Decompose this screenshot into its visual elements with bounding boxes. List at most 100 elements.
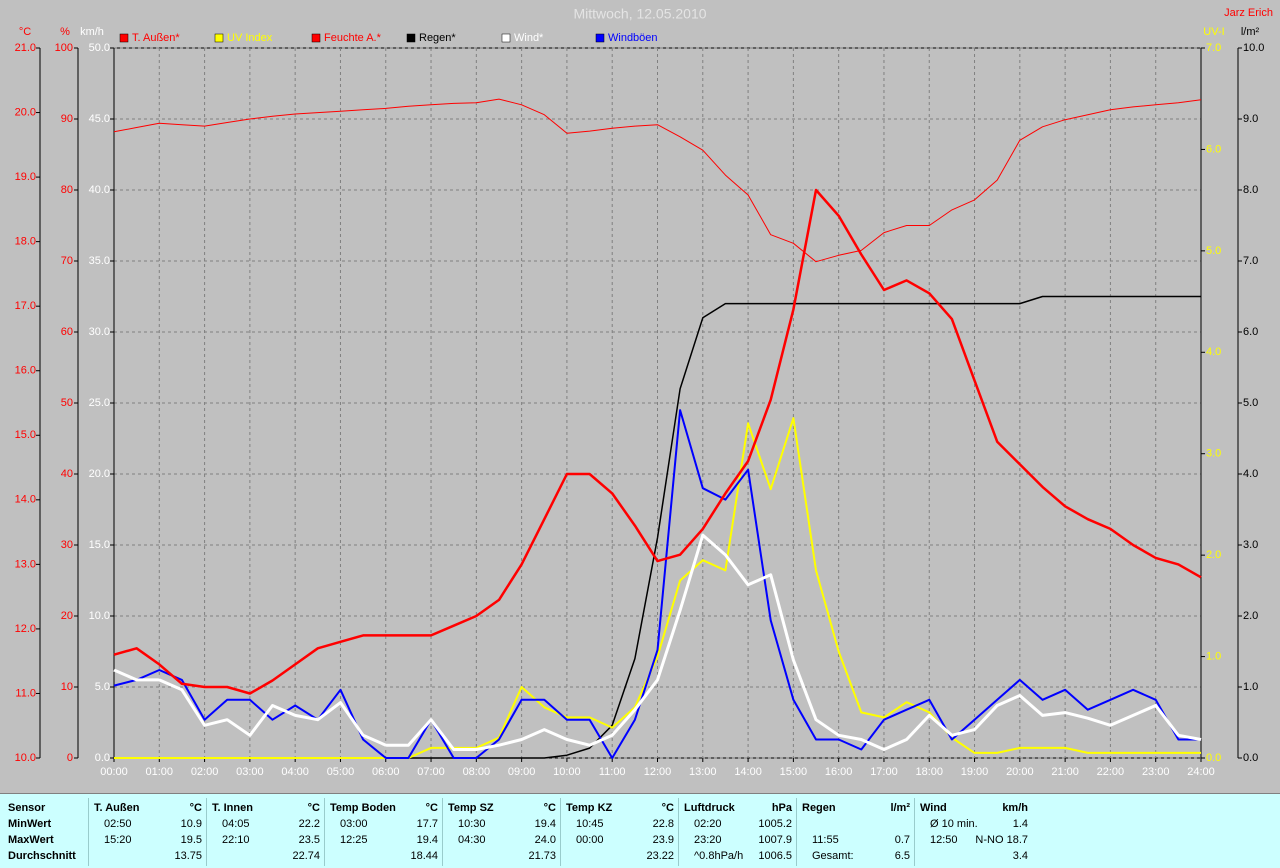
- cell-value: 19.4: [534, 818, 556, 830]
- y-tick-label: 15.0: [89, 539, 110, 551]
- cell-value: 23.9: [652, 834, 674, 846]
- cell-value: 19.5: [180, 834, 202, 846]
- cell-time: 04:05: [222, 818, 250, 830]
- y-tick-label: 35.0: [89, 255, 110, 267]
- column-separator: [560, 798, 561, 866]
- y-tick-label: 3.0: [1243, 539, 1258, 551]
- column-separator: [442, 798, 443, 866]
- series-line: [113, 409, 1201, 759]
- x-tick-label: 18:00: [915, 766, 943, 778]
- y-tick-label: 9.0: [1243, 113, 1258, 125]
- x-tick-label: 01:00: [146, 766, 174, 778]
- y-tick-label: 10.0: [89, 610, 110, 622]
- cell-value: 19.4: [416, 834, 438, 846]
- legend-label: T. Außen*: [132, 32, 180, 44]
- group-unit: °C: [543, 802, 556, 814]
- cell-time: 12:50: [930, 834, 958, 846]
- cell-value: 13.75: [174, 850, 202, 862]
- group-unit: km/h: [1002, 802, 1028, 814]
- y-tick-label: 4.0: [1206, 346, 1221, 358]
- cell-value: 22.2: [298, 818, 320, 830]
- cell-time: 11:55: [812, 834, 839, 846]
- row-label: MaxWert: [8, 834, 54, 846]
- group-name: T. Innen: [212, 802, 253, 814]
- cell-value: 1007.9: [758, 834, 792, 846]
- x-tick-label: 14:00: [734, 766, 762, 778]
- cell-value: 22.74: [292, 850, 320, 862]
- y-tick-label: 15.0: [15, 429, 36, 441]
- column-separator: [88, 798, 89, 866]
- cell-value: 18.44: [410, 850, 438, 862]
- y-tick-label: 10.0: [1243, 42, 1264, 54]
- x-tick-label: 11:00: [599, 766, 626, 778]
- y-tick-label: 4.0: [1243, 468, 1258, 480]
- x-tick-label: 17:00: [870, 766, 898, 778]
- cell-value: 1006.5: [758, 850, 792, 862]
- y-tick-label: 0: [67, 752, 73, 764]
- legend-label: Feuchte A.*: [324, 32, 382, 44]
- y-tick-label: 17.0: [15, 300, 36, 312]
- legend-label: Windböen: [608, 32, 658, 44]
- axis-label: UV-I: [1203, 26, 1224, 38]
- group-name: Luftdruck: [684, 802, 735, 814]
- y-tick-label: 40.0: [89, 184, 110, 196]
- y-tick-label: 20.0: [89, 468, 110, 480]
- y-tick-label: 3.0: [1206, 448, 1221, 460]
- y-tick-label: 16.0: [15, 365, 36, 377]
- group-unit: l/m²: [890, 802, 910, 814]
- group-name: T. Außen: [94, 802, 140, 814]
- x-tick-label: 05:00: [327, 766, 355, 778]
- cell-time: 15:20: [104, 834, 132, 846]
- legend-swatch: [501, 33, 511, 43]
- group-name: Temp Boden: [330, 802, 396, 814]
- y-tick-label: 10.0: [15, 752, 36, 764]
- group-name: Regen: [802, 802, 836, 814]
- legend-label: UV Index: [227, 32, 273, 44]
- y-tick-label: 13.0: [15, 558, 36, 570]
- y-tick-label: 19.0: [15, 171, 36, 183]
- group-unit: °C: [661, 802, 674, 814]
- y-tick-label: 45.0: [89, 113, 110, 125]
- column-separator: [324, 798, 325, 866]
- axis-label: l/m²: [1241, 26, 1260, 38]
- y-tick-label: 0.0: [1206, 752, 1221, 764]
- y-tick-label: 30: [61, 539, 73, 551]
- cell-value: N-NO 18.7: [975, 834, 1028, 846]
- cell-value: 0.7: [894, 834, 910, 846]
- y-tick-label: 2.0: [1243, 610, 1258, 622]
- y-tick-label: 40: [61, 468, 73, 480]
- series-line: [113, 98, 1202, 263]
- x-tick-label: 04:00: [281, 766, 309, 778]
- group-unit: hPa: [771, 802, 792, 814]
- y-tick-label: 80: [61, 184, 73, 196]
- x-tick-label: 20:00: [1006, 766, 1034, 778]
- legend-swatch: [311, 33, 321, 43]
- y-tick-label: 18.0: [15, 236, 36, 248]
- x-tick-label: 03:00: [236, 766, 264, 778]
- cell-time: ^0.8hPa/h: [694, 850, 744, 862]
- y-tick-label: 12.0: [15, 623, 36, 635]
- group-unit: °C: [189, 802, 202, 814]
- cell-value: 3.4: [1012, 850, 1028, 862]
- y-tick-label: 10: [61, 681, 73, 693]
- series-line: [113, 533, 1202, 751]
- column-separator: [914, 798, 915, 866]
- legend-swatch: [406, 33, 416, 43]
- legend-swatch: [595, 33, 605, 43]
- group-unit: °C: [307, 802, 320, 814]
- cell-value: 6.5: [894, 850, 910, 862]
- axis-label: °C: [19, 26, 31, 38]
- chart-title: Mittwoch, 12.05.2010: [573, 6, 706, 22]
- x-tick-label: 23:00: [1142, 766, 1170, 778]
- x-tick-label: 24:00: [1187, 766, 1215, 778]
- y-tick-label: 90: [61, 113, 73, 125]
- y-tick-label: 7.0: [1206, 42, 1221, 54]
- cell-time: 00:00: [576, 834, 604, 846]
- x-tick-label: 10:00: [553, 766, 581, 778]
- cell-time: Gesamt:: [812, 850, 854, 862]
- row-label: MinWert: [8, 818, 52, 830]
- cell-value: 17.7: [416, 818, 438, 830]
- cell-time: 23:20: [694, 834, 722, 846]
- group-name: Temp KZ: [566, 802, 613, 814]
